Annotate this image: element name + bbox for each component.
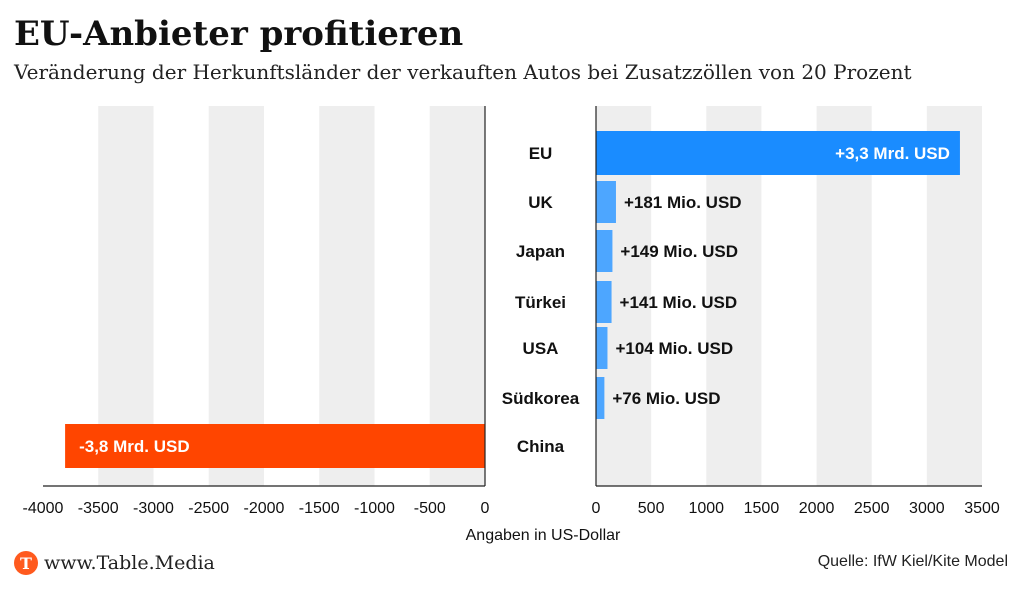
- bar-südkorea: [596, 377, 605, 419]
- x-tick-label: 1500: [744, 500, 780, 517]
- grid-band: [98, 106, 154, 486]
- x-axis-label: Angaben in US-Dollar: [466, 527, 621, 544]
- x-tick-label: -2000: [244, 500, 285, 517]
- category-label: Japan: [516, 242, 565, 261]
- data-label: +3,3 Mrd. USD: [835, 144, 950, 163]
- x-tick-label: -1000: [354, 500, 395, 517]
- x-tick-label: -3500: [78, 500, 119, 517]
- source-note: Quelle: IfW Kiel/Kite Model: [817, 553, 1008, 570]
- x-tick-label: 2000: [799, 500, 835, 517]
- data-label: -3,8 Mrd. USD: [79, 437, 190, 456]
- x-tick-label: -500: [414, 500, 446, 517]
- bar-eu: [596, 131, 960, 175]
- x-tick-label: 1000: [688, 500, 724, 517]
- x-tick-label: 2500: [854, 500, 890, 517]
- category-label: Südkorea: [502, 389, 580, 408]
- x-tick-label: 500: [638, 500, 665, 517]
- data-label: +181 Mio. USD: [624, 193, 742, 212]
- category-label: USA: [523, 339, 559, 358]
- data-label: +104 Mio. USD: [615, 339, 733, 358]
- category-label: China: [517, 437, 565, 456]
- brand-text: www.Table.Media: [44, 552, 215, 574]
- grid-band: [319, 106, 375, 486]
- x-tick-label: -1500: [299, 500, 340, 517]
- data-label: +149 Mio. USD: [620, 242, 738, 261]
- chart-title: EU-Anbieter profitieren: [14, 14, 464, 54]
- data-label: +141 Mio. USD: [620, 293, 738, 312]
- x-tick-label: 0: [481, 500, 490, 517]
- bar-usa: [596, 327, 608, 369]
- category-label: UK: [528, 193, 553, 212]
- category-label: Türkei: [515, 293, 566, 312]
- bar-china: [65, 424, 485, 468]
- x-tick-label: 3000: [909, 500, 945, 517]
- bar-uk: [596, 181, 616, 223]
- category-label: EU: [529, 144, 553, 163]
- x-tick-label: -2500: [188, 500, 229, 517]
- bar-türkei: [596, 281, 612, 323]
- data-label: +76 Mio. USD: [612, 389, 720, 408]
- grid-band: [429, 106, 485, 486]
- x-tick-label: 3500: [964, 500, 1000, 517]
- brand[interactable]: T www.Table.Media: [14, 550, 215, 576]
- x-tick-label: -4000: [23, 500, 64, 517]
- table-media-logo-icon: T: [14, 551, 38, 575]
- x-tick-label: 0: [592, 500, 601, 517]
- chart-subtitle: Veränderung der Herkunftsländer der verk…: [14, 60, 912, 84]
- grid-band: [208, 106, 264, 486]
- bar-japan: [596, 230, 613, 272]
- x-tick-label: -3000: [133, 500, 174, 517]
